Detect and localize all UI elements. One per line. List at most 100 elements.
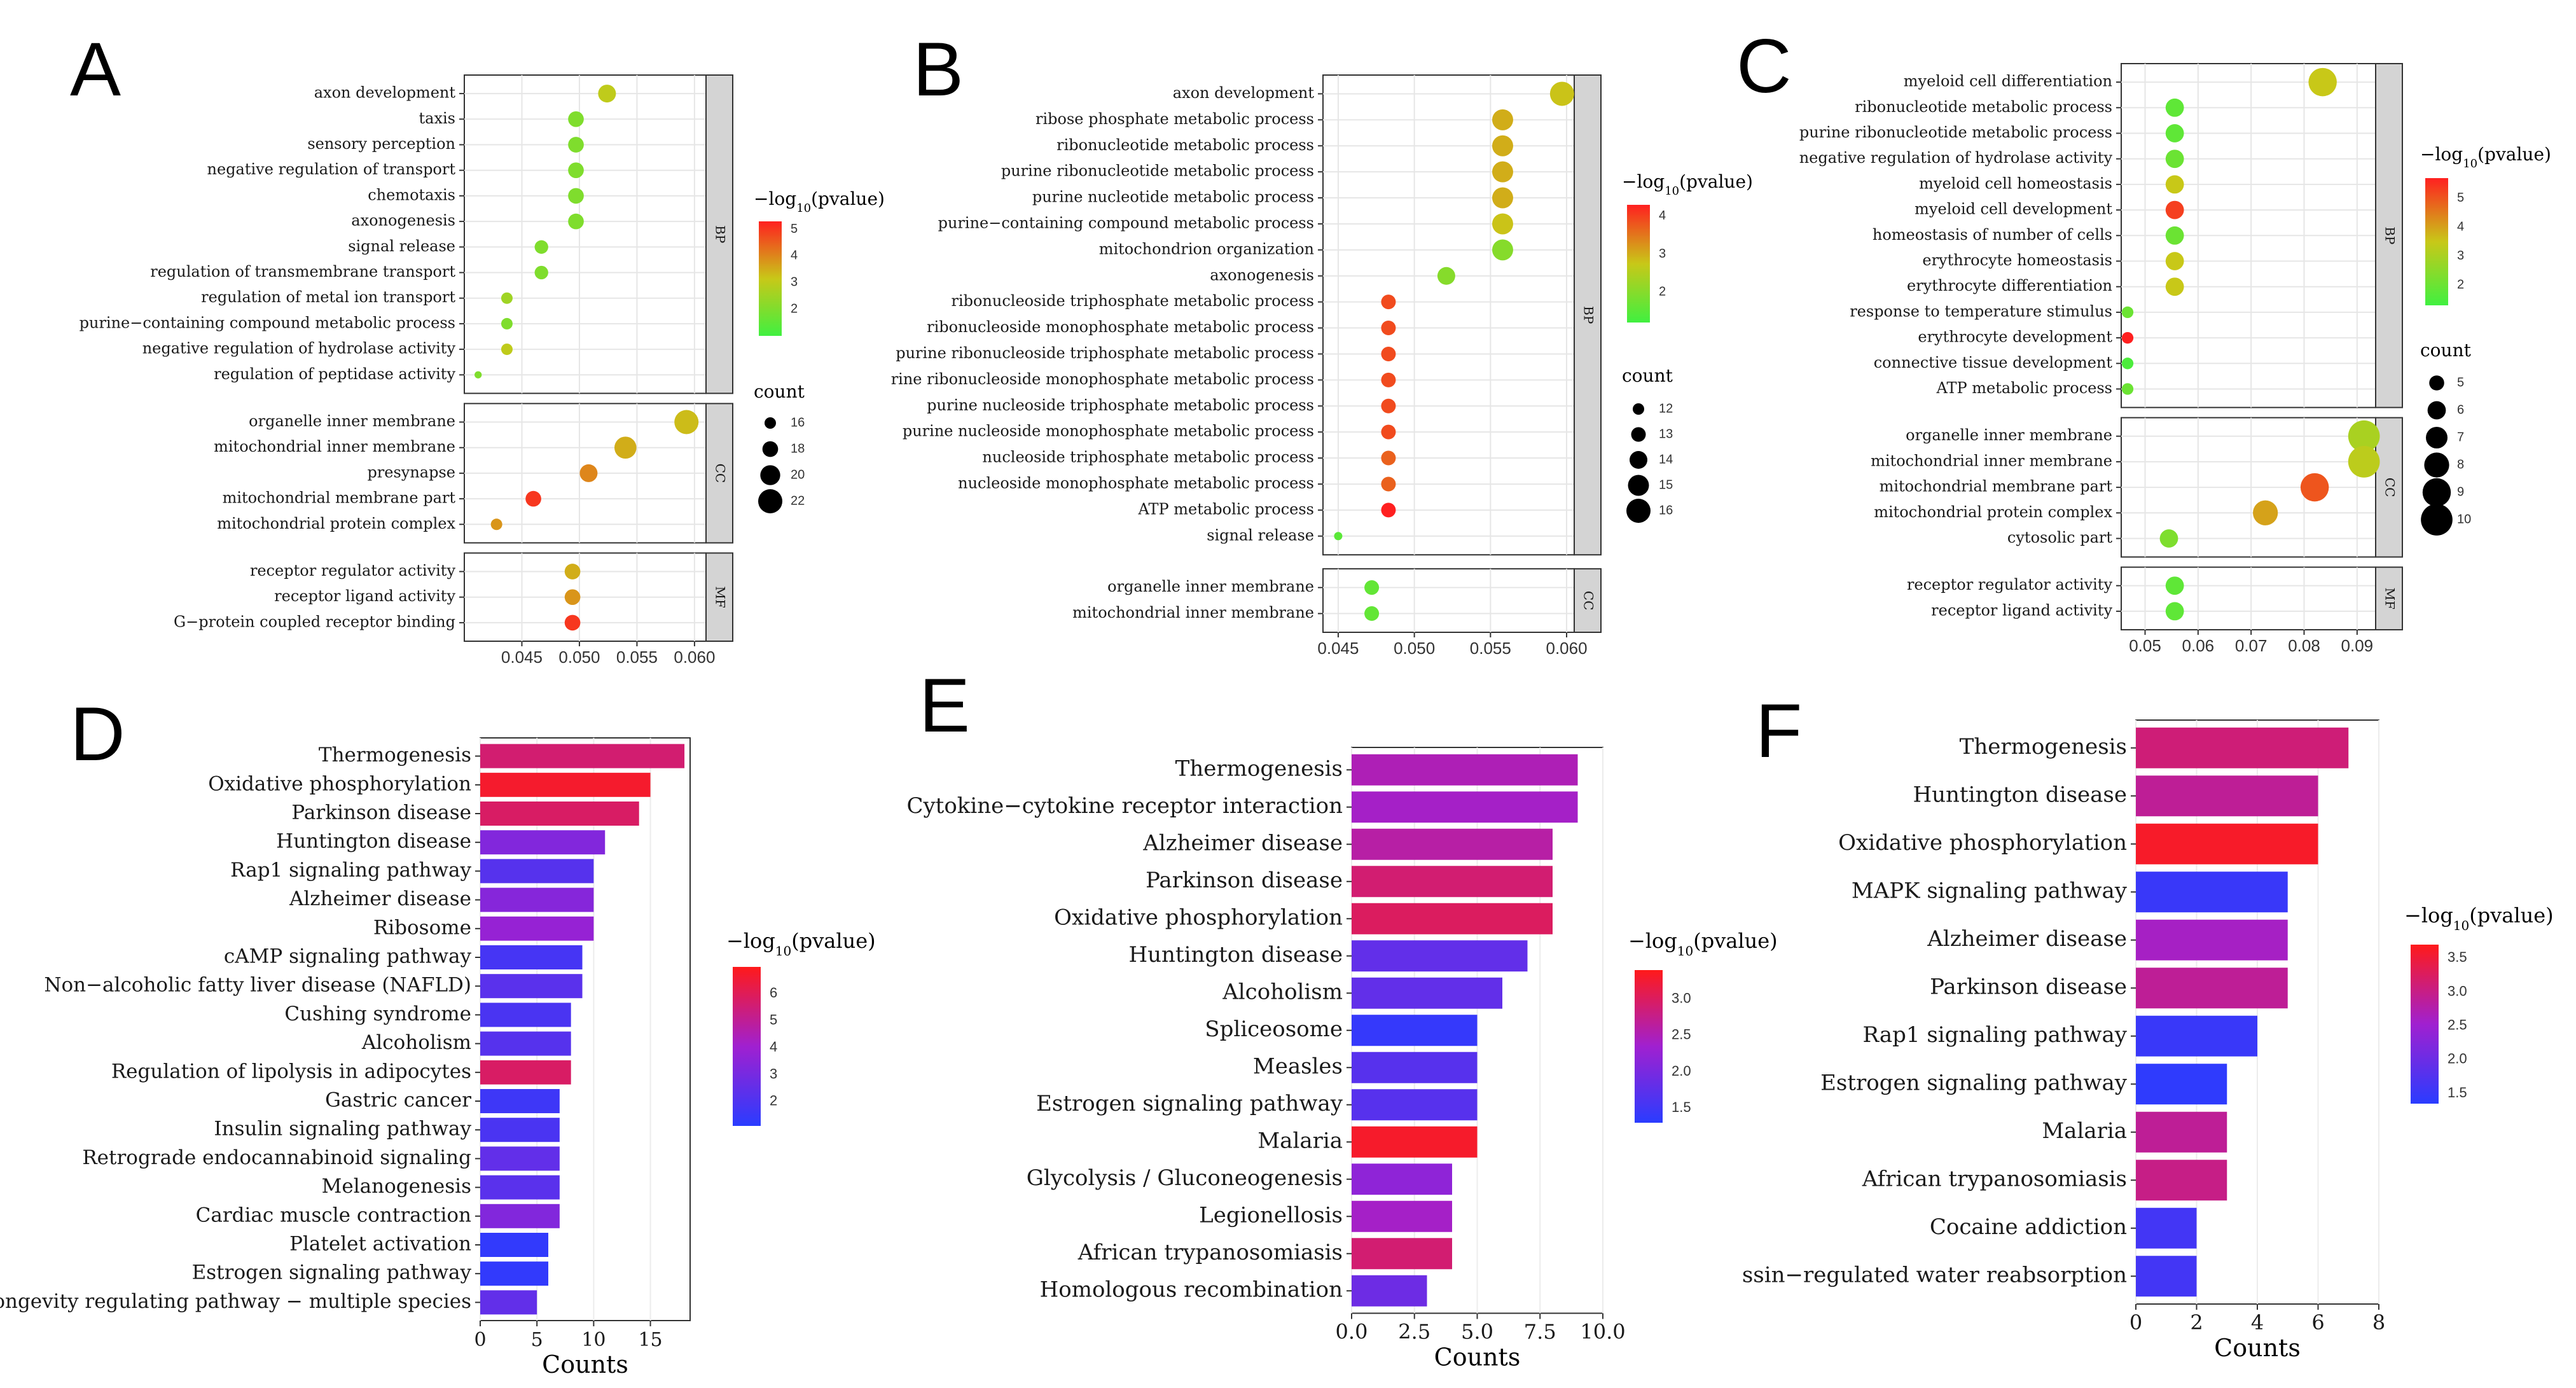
color-tick-label: 5 (770, 1012, 777, 1028)
color-tick-label: 1.5 (2448, 1085, 2467, 1100)
legend-title: −log10(pvalue) (2420, 144, 2551, 170)
x-tick-label: 0.055 (1470, 639, 1511, 658)
bar (2136, 1256, 2197, 1297)
legend-title: −log10(pvalue) (2404, 903, 2554, 933)
color-tick-label: 2.5 (1672, 1027, 1691, 1043)
category-label: Estrogen signaling pathway (192, 1261, 472, 1284)
category-label: response to temperature stimulus (1850, 302, 2112, 320)
bar (1352, 1089, 1478, 1121)
color-tick-label: 4 (770, 1039, 777, 1055)
size-legend-dot (2424, 452, 2449, 478)
category-label: Huntington disease (1913, 782, 2127, 807)
x-axis-title: Counts (542, 1350, 628, 1378)
data-point (579, 464, 598, 482)
x-tick-label: 4 (2251, 1310, 2264, 1335)
facet-strip-cc (1574, 568, 1602, 634)
size-legend-dot (765, 417, 776, 429)
category-label: Oxidative phosphorylation (208, 772, 471, 795)
bar (480, 1089, 560, 1113)
data-point (564, 589, 581, 606)
bar (480, 945, 583, 969)
size-legend-dot (1633, 403, 1644, 415)
category-label: ATP metabolic process (1935, 379, 2112, 397)
size-legend-label: 13 (1659, 427, 1673, 441)
x-axis-title: Counts (2214, 1334, 2301, 1362)
bar (480, 1204, 560, 1228)
color-bar (1627, 205, 1650, 323)
x-tick-label: 0.050 (558, 648, 600, 667)
bar (2136, 919, 2288, 961)
category-label: MAPK signaling pathway (1852, 878, 2128, 903)
bar (2136, 1015, 2257, 1057)
category-label: Thermogenesis (319, 744, 471, 767)
bar (1352, 1275, 1427, 1307)
category-label: Oxidative phosphorylation (1838, 830, 2127, 856)
barchart-panel-D: D Thermogenesis Oxidative phosphorylation P… (0, 691, 876, 1378)
data-point (1492, 213, 1513, 235)
category-label: mitochondrial membrane part (1880, 478, 2113, 496)
facet-strip-bp (2375, 63, 2403, 408)
category-label: African trypanosomiasis (1862, 1166, 2127, 1191)
bar (480, 1031, 571, 1056)
legend-title: −log10(pvalue) (726, 929, 876, 959)
facet-strip-cc (705, 403, 733, 544)
category-label: organelle inner membrane (249, 412, 455, 430)
category-label: Melanogenesis (322, 1175, 471, 1198)
data-point (674, 410, 699, 434)
color-tick-label: 3 (1659, 247, 1666, 261)
data-point (2165, 602, 2184, 621)
data-point (1492, 135, 1513, 156)
size-legend-label: 20 (791, 468, 805, 482)
data-point (2165, 226, 2184, 245)
data-point (1381, 372, 1396, 387)
size-legend-dot (758, 489, 782, 513)
category-label: receptor ligand activity (274, 587, 455, 605)
bar (480, 1146, 560, 1171)
category-label: purine nucleoside monophosphate metaboli… (903, 422, 1314, 440)
size-legend-dot (760, 465, 780, 485)
category-label: Cocaine addiction (1930, 1214, 2127, 1240)
x-tick-label: 0.045 (501, 648, 543, 667)
data-point (564, 564, 581, 579)
category-label: organelle inner membrane (1107, 578, 1314, 595)
category-label: cAMP signaling pathway (224, 945, 472, 968)
size-legend-label: 12 (1659, 401, 1673, 415)
size-legend-label: 6 (2457, 403, 2464, 417)
category-label: Homologous recombination (1040, 1277, 1343, 1302)
data-point (1381, 424, 1396, 440)
size-legend-dot (1628, 475, 1649, 496)
category-label: mitochondrion organization (1099, 240, 1314, 258)
data-point (2300, 473, 2329, 502)
size-legend-label: 5 (2457, 375, 2464, 389)
category-label: mitochondrial protein complex (1874, 503, 2112, 521)
bar (2136, 775, 2318, 817)
category-label: Cardiac muscle contraction (196, 1204, 471, 1226)
facet-label-cc: CC (713, 464, 728, 483)
category-label: regulation of peptidase activity (214, 365, 455, 383)
size-legend-dot (1630, 451, 1647, 469)
category-label: mitochondrial membrane part (223, 489, 456, 507)
plot-area-bp (1322, 74, 1575, 556)
category-label: chemotaxis (368, 186, 455, 204)
bar (1352, 1015, 1478, 1046)
category-label: Regulation of lipolysis in adipocytes (111, 1060, 471, 1083)
bar (1352, 791, 1578, 823)
data-point (2165, 277, 2184, 296)
category-label: Cushing syndrome (284, 1003, 471, 1025)
category-label: sensory perception (307, 135, 455, 153)
data-point (2165, 98, 2184, 117)
bar (480, 1003, 571, 1027)
data-point (2121, 383, 2134, 395)
data-point (1437, 267, 1455, 285)
color-tick-label: 3 (2457, 249, 2464, 263)
bar (2136, 1207, 2197, 1249)
data-point (2165, 175, 2184, 194)
category-label: Oxidative phosphorylation (1054, 905, 1343, 930)
facet-label-cc: CC (2383, 478, 2398, 497)
bar (480, 974, 583, 999)
legend-E: −log10(pvalue) 3.0 2.5 2.0 1.5 (1628, 929, 1778, 1123)
color-tick-label: 2.0 (2448, 1051, 2467, 1067)
category-label: purine ribonucleotide metabolic process (1001, 162, 1314, 180)
color-tick-label: 3 (791, 275, 798, 289)
category-label: purine ribonucleoside triphosphate metab… (896, 344, 1314, 362)
